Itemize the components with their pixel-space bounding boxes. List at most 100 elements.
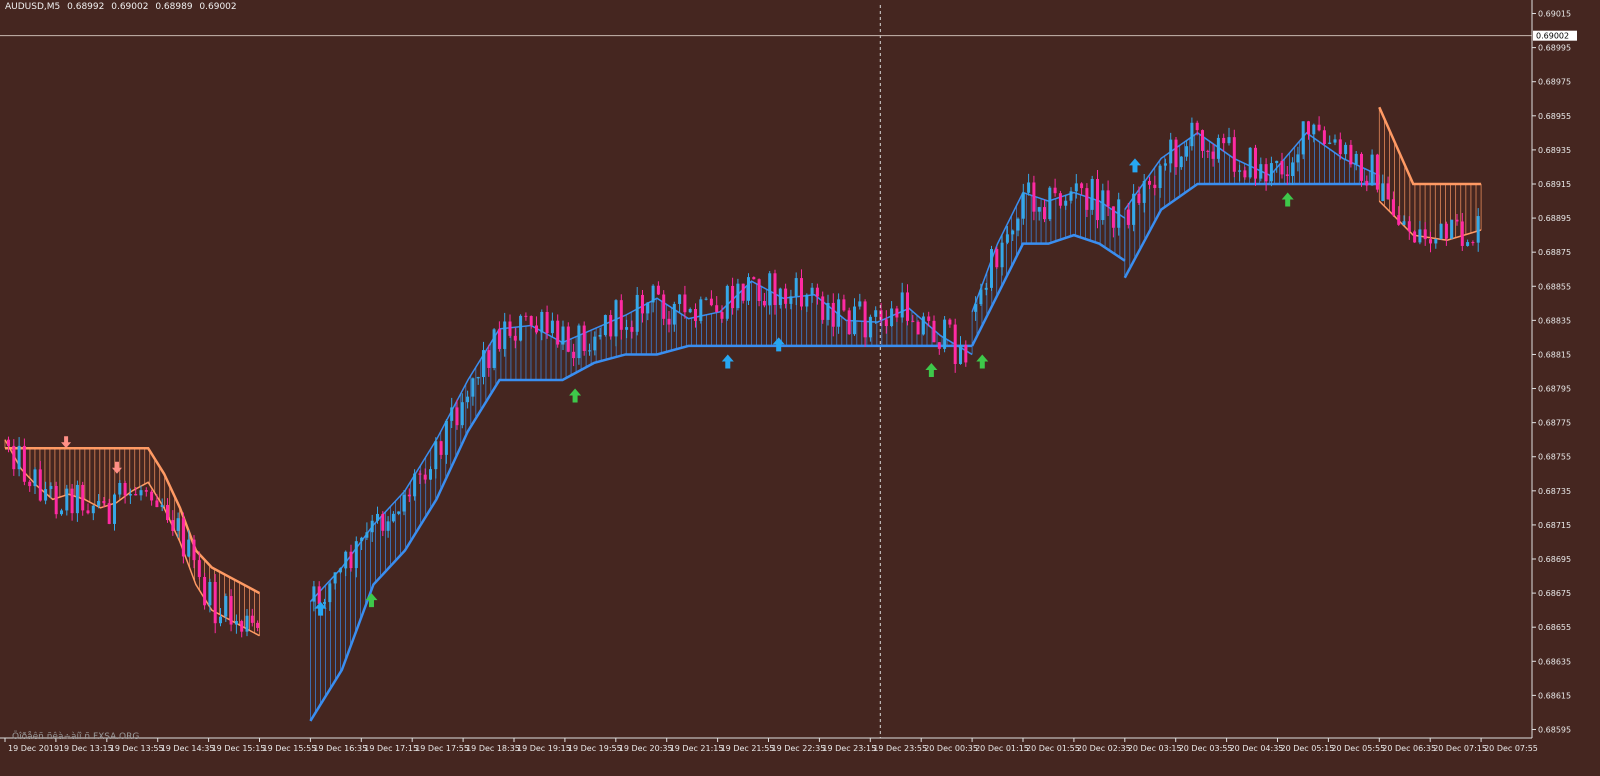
candle-body (482, 350, 485, 378)
y-tick-label: 0.68795 (1538, 385, 1571, 394)
candle-body (1370, 154, 1374, 186)
x-tick-label: 20 Dec 03:15 (1128, 744, 1182, 753)
candle-body (598, 334, 602, 337)
candle-body (203, 576, 207, 606)
x-tick-label: 20 Dec 04:35 (1230, 744, 1284, 753)
x-tick-label: 19 Dec 13:55 (110, 744, 164, 753)
candle-body (524, 315, 528, 317)
band-edge-line (5, 446, 261, 595)
candle-body (778, 288, 782, 305)
y-tick-label: 0.68875 (1538, 248, 1571, 257)
candle-body (572, 351, 576, 359)
candle-body (466, 396, 470, 403)
candle-body (113, 494, 116, 524)
candle-body (1058, 193, 1062, 206)
candle-body (688, 309, 692, 313)
candle-body (1466, 242, 1470, 246)
candle-body (540, 311, 544, 333)
candle-body (349, 551, 353, 569)
candle-body (1206, 150, 1210, 152)
candle-body (176, 518, 180, 531)
candle-body (312, 586, 316, 602)
candle-body (1429, 239, 1432, 244)
candle-body (545, 311, 549, 334)
candle-body (38, 469, 42, 501)
low-value: 0.68989 (155, 2, 193, 12)
candle-body (847, 310, 851, 335)
candle-body (91, 505, 95, 514)
candle-body (139, 490, 143, 496)
candle-body (1248, 147, 1252, 178)
high-value: 0.69002 (111, 2, 149, 12)
candle-body (683, 294, 687, 313)
candle-body (333, 572, 337, 584)
candle-body (694, 309, 697, 321)
candle-body (1190, 122, 1194, 147)
candle-body (741, 283, 745, 301)
candle-body (1032, 182, 1036, 212)
candle-body (1296, 154, 1300, 163)
y-tick-label: 0.68655 (1538, 623, 1571, 632)
candle-body (566, 326, 570, 352)
candle-body (429, 469, 432, 480)
signal-up-arrow (314, 601, 327, 616)
candle-body (582, 325, 586, 351)
candle-body (487, 350, 491, 368)
x-tick-label: 19 Dec 15:55 (263, 744, 317, 753)
candle-body (815, 287, 819, 297)
candle-body (1455, 219, 1459, 222)
candle-body (1132, 193, 1136, 225)
candle-body (439, 441, 443, 455)
candle-body (1158, 165, 1162, 189)
candle-body (984, 287, 988, 290)
x-tick-label: 20 Dec 06:35 (1382, 744, 1436, 753)
candle-body (1126, 209, 1130, 225)
candle-body (434, 441, 438, 470)
candle-body (953, 324, 957, 364)
candle-body (65, 488, 69, 511)
candle-body (1269, 163, 1273, 182)
candle-body (593, 336, 597, 351)
candle-body (450, 407, 454, 421)
candle-body (1413, 231, 1417, 243)
candle-body (181, 518, 185, 557)
candle-body (360, 537, 364, 542)
candle-body (1280, 160, 1284, 175)
x-tick-label: 19 Dec 19:55 (568, 744, 622, 753)
x-tick-label: 19 Dec 23:55 (873, 744, 927, 753)
candle-body (662, 294, 666, 319)
candle-body (1264, 164, 1268, 182)
candle-body (678, 294, 682, 304)
candle-body (1391, 199, 1395, 216)
candle-body (144, 490, 148, 492)
candle-body (1375, 154, 1379, 190)
candle-body (1179, 156, 1183, 168)
candle-body (256, 622, 260, 628)
candle-body (911, 320, 915, 322)
candle-body (1349, 144, 1353, 165)
signal-up-arrow (976, 354, 989, 369)
band-edge-line (970, 233, 1126, 347)
candle-body (1365, 180, 1369, 186)
x-tick-label: 20 Dec 03:55 (1179, 744, 1233, 753)
candle-body (44, 489, 48, 501)
candle-body (625, 327, 629, 330)
candle-body (747, 277, 750, 301)
candle-body (932, 320, 936, 343)
candle-body (757, 279, 761, 301)
candle-body (556, 320, 560, 345)
candle-body (959, 344, 962, 364)
candle-body (234, 621, 238, 625)
band-edge-line (1378, 106, 1482, 186)
candle-body (328, 583, 332, 603)
candle-body (810, 287, 814, 295)
candle-body (150, 491, 154, 501)
candle-body (630, 327, 634, 332)
y-tick-label: 0.68915 (1538, 180, 1571, 189)
y-tick-label: 0.69015 (1538, 10, 1571, 19)
candle-body (1000, 242, 1004, 268)
candle-body (344, 551, 348, 569)
candle-body (1211, 151, 1215, 159)
